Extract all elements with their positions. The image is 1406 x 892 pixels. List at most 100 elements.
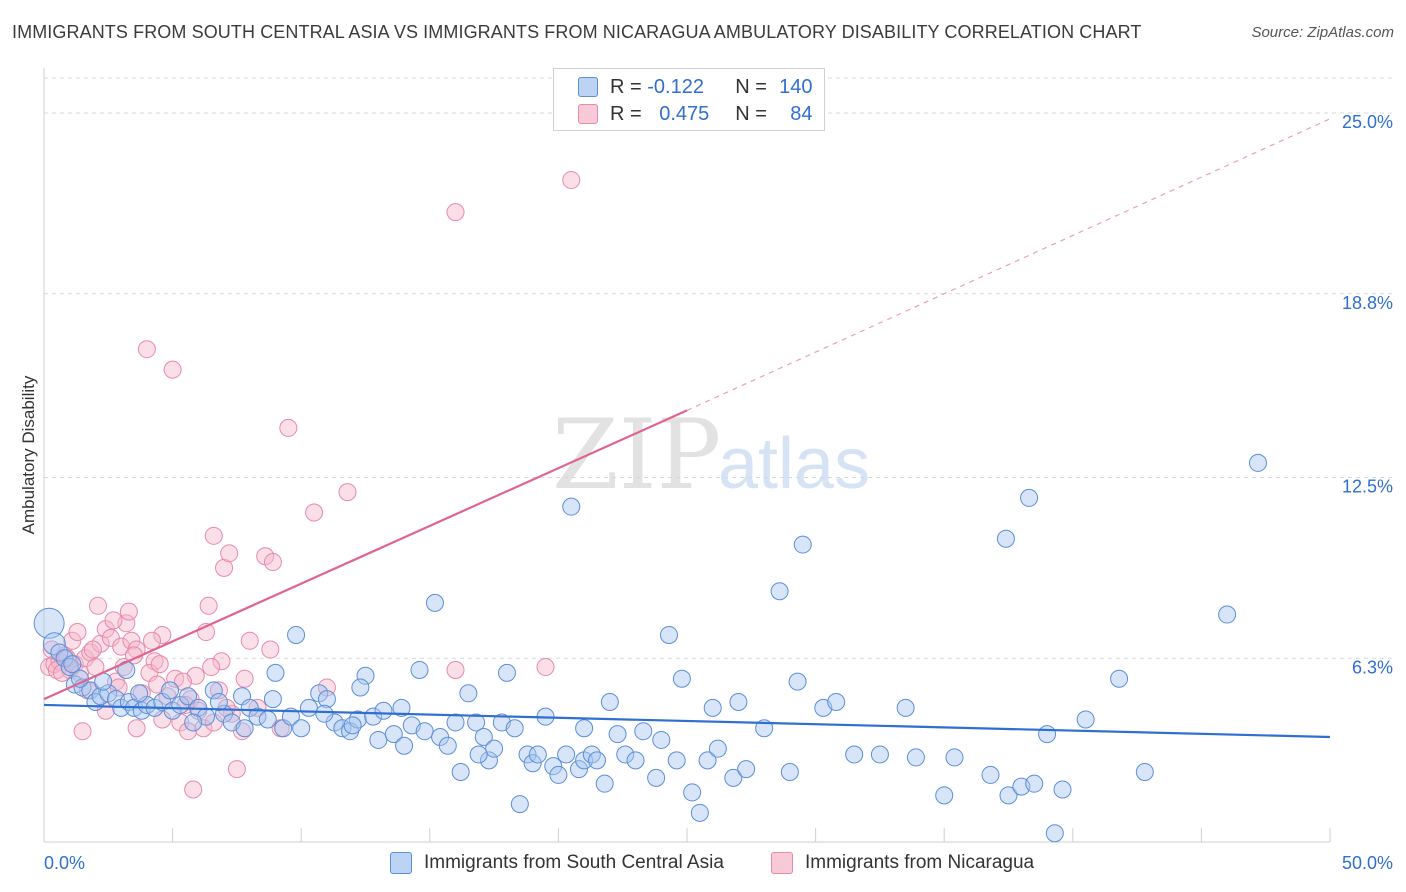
south-central-asia-point	[544, 757, 563, 776]
nicaragua-point	[179, 722, 198, 741]
south-central-asia-point	[281, 707, 300, 726]
nicaragua-point	[446, 660, 465, 679]
south-central-asia-point	[698, 751, 717, 770]
nicaragua-point	[163, 360, 182, 379]
nicaragua-point	[127, 719, 146, 738]
south-central-asia-point	[299, 698, 318, 717]
south-central-asia-point	[557, 745, 576, 764]
south-central-asia-point	[81, 681, 100, 700]
south-central-asia-point	[479, 751, 498, 770]
nicaragua-point	[63, 631, 82, 650]
y-tick-label: 18.8%	[1342, 293, 1393, 313]
south-central-asia-point	[392, 698, 411, 717]
nicaragua-point	[89, 596, 108, 615]
nicaragua-point	[279, 418, 298, 437]
south-central-asia-point	[63, 655, 82, 674]
south-central-asia-point	[510, 795, 529, 814]
south-central-asia-point	[317, 690, 336, 709]
south-central-asia-point	[595, 774, 614, 793]
south-central-asia-point	[600, 693, 619, 712]
south-central-asia-point	[451, 763, 470, 782]
nicaragua-point	[145, 652, 164, 671]
blue-swatch	[390, 852, 412, 874]
n-label: N =	[735, 102, 767, 125]
south-central-asia-point	[287, 625, 306, 644]
nicaragua-point	[240, 631, 259, 650]
south-central-asia-point	[248, 707, 267, 726]
nicaragua-point	[220, 544, 239, 563]
south-central-asia-point	[549, 765, 568, 784]
south-central-asia-point	[1248, 453, 1267, 472]
y-tick-label: 12.5%	[1342, 476, 1393, 496]
pink-swatch	[578, 104, 598, 124]
south-central-asia-point	[343, 716, 362, 735]
south-central-asia-point	[626, 751, 645, 770]
blue-swatch	[578, 77, 598, 97]
south-central-asia-point	[1135, 763, 1154, 782]
trend-lines	[43, 118, 1331, 739]
south-central-asia-point	[263, 690, 282, 709]
south-central-asia-point	[896, 698, 915, 717]
x-tick-label: 50.0%	[1342, 853, 1393, 873]
nicaragua-trend-extension	[686, 118, 1331, 411]
nicaragua-point	[263, 553, 282, 572]
nicaragua-point	[446, 203, 465, 222]
south-central-asia-point	[906, 748, 925, 767]
legend-label: Immigrants from South Central Asia	[424, 852, 724, 873]
south-central-asia-point	[1053, 780, 1072, 799]
south-central-asia-point	[446, 713, 465, 732]
south-central-asia-point	[1025, 774, 1044, 793]
watermark: ZIP atlas	[552, 399, 870, 511]
south-central-asia-point	[235, 719, 254, 738]
south-central-asia-point	[845, 745, 864, 764]
south-central-asia-point	[415, 722, 434, 741]
correlation-legend: R = -0.122 N = 140 R = 0.475 N = 84	[553, 68, 825, 131]
y-axis-label: Ambulatory Disability	[19, 375, 38, 534]
x-tick-label: 0.0%	[44, 853, 85, 873]
south-central-asia-point	[683, 783, 702, 802]
south-central-asia-point	[292, 719, 311, 738]
axes	[43, 68, 1331, 843]
south-central-asia-point	[562, 497, 581, 516]
nicaragua-point	[68, 623, 87, 642]
r-value: 0.475	[659, 102, 710, 125]
source-label: Source: ZipAtlas.com	[1251, 24, 1394, 41]
legend-label: Immigrants from Nicaragua	[805, 852, 1035, 873]
nicaragua-point	[112, 637, 131, 656]
south-central-asia-point	[770, 582, 789, 601]
nicaragua-point	[109, 678, 128, 697]
south-central-asia-point	[179, 687, 198, 706]
nicaragua-point	[199, 596, 218, 615]
nicaragua-point	[202, 658, 221, 677]
nicaragua-point	[143, 631, 162, 650]
south-central-asia-point	[351, 678, 370, 697]
south-central-asia-point	[652, 730, 671, 749]
south-central-asia-point	[356, 666, 375, 685]
tick-labels: 6.3% 12.5% 18.8% 25.0% 0.0% 50.0%	[44, 112, 1393, 873]
south-central-asia-point	[1038, 725, 1057, 744]
n-value: 84	[790, 102, 813, 125]
south-central-asia-point	[497, 663, 516, 682]
y-tick-label: 25.0%	[1342, 112, 1393, 132]
watermark-zip: ZIP	[552, 399, 721, 511]
nicaragua-point	[536, 658, 555, 677]
south-central-asia-point	[1218, 605, 1237, 624]
south-central-asia-point	[703, 698, 722, 717]
south-central-asia-point	[50, 643, 69, 662]
y-tick-label: 6.3%	[1352, 657, 1393, 677]
legend-item-south-central-asia: Immigrants from South Central Asia	[390, 852, 724, 874]
south-central-asia-point	[575, 719, 594, 738]
pink-swatch	[771, 852, 793, 874]
nicaragua-point	[227, 760, 246, 779]
r-label: R =	[610, 75, 642, 98]
south-central-asia-point	[582, 745, 601, 764]
n-value: 140	[779, 75, 813, 98]
south-central-asia-point	[827, 693, 846, 712]
south-central-asia-point	[33, 607, 65, 639]
nicaragua-point	[562, 171, 581, 190]
south-central-asia-point	[315, 704, 334, 723]
nicaragua-point	[194, 719, 213, 738]
legend-row-pink: R = 0.475 N = 84	[578, 101, 813, 127]
south-central-asia-point	[1045, 824, 1064, 843]
south-central-asia-point	[505, 719, 524, 738]
